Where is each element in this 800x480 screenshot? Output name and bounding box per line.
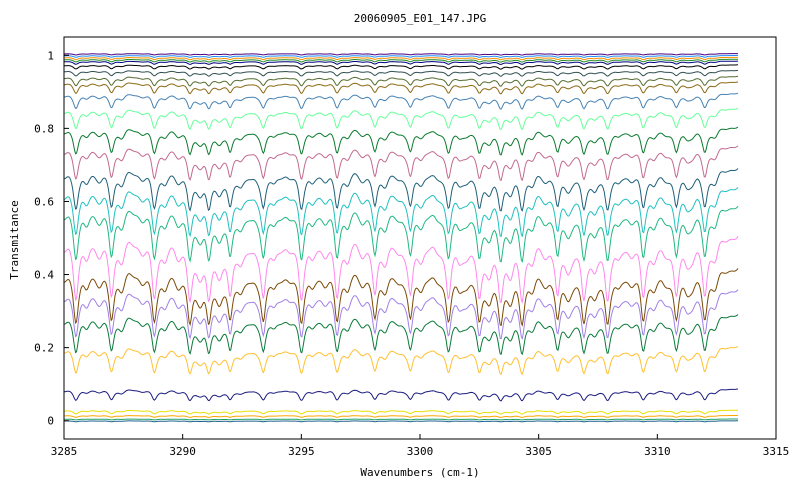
series-line bbox=[64, 75, 739, 87]
series-line bbox=[63, 145, 739, 182]
series-line bbox=[63, 236, 739, 304]
series-line bbox=[63, 187, 739, 238]
series-line bbox=[63, 205, 739, 263]
x-tick-label: 3290 bbox=[169, 445, 196, 458]
x-tick-label: 3300 bbox=[407, 445, 434, 458]
series-line bbox=[64, 64, 739, 70]
series-line bbox=[63, 168, 739, 212]
x-axis: 3285 3290 3295 3300 3305 3310 3315 bbox=[51, 434, 790, 458]
y-tick-label: 0.6 bbox=[34, 195, 54, 208]
x-tick-label: 3295 bbox=[288, 445, 315, 458]
series-line bbox=[64, 418, 738, 421]
series-line bbox=[64, 388, 739, 402]
series-line bbox=[63, 268, 739, 327]
x-tick-label: 3315 bbox=[763, 445, 790, 458]
series-line bbox=[64, 409, 739, 415]
x-tick-label: 3310 bbox=[644, 445, 671, 458]
x-tick-label: 3285 bbox=[51, 445, 78, 458]
series-line bbox=[64, 420, 738, 423]
series-line bbox=[64, 54, 739, 58]
series-line bbox=[64, 92, 739, 110]
y-tick-label: 0.8 bbox=[34, 122, 54, 135]
series-line bbox=[63, 345, 739, 375]
series-line bbox=[64, 414, 739, 418]
y-tick-label: 0 bbox=[47, 415, 54, 428]
y-tick-label: 1 bbox=[47, 49, 54, 62]
y-axis: 0 0.2 0.4 0.6 0.8 1 bbox=[34, 49, 69, 428]
y-tick-label: 0.2 bbox=[34, 342, 54, 355]
series-line bbox=[63, 60, 739, 65]
series-line bbox=[64, 81, 739, 95]
series-line bbox=[63, 107, 739, 131]
series-line bbox=[64, 58, 738, 63]
y-tick-label: 0.4 bbox=[34, 269, 54, 282]
series-line bbox=[64, 69, 739, 77]
chart-title: 20060905_E01_147.JPG bbox=[354, 12, 486, 25]
series-line bbox=[63, 126, 739, 156]
series-layer bbox=[63, 53, 739, 423]
series-line bbox=[63, 289, 739, 340]
series-line bbox=[63, 314, 739, 356]
series-line bbox=[64, 56, 739, 61]
x-tick-label: 3305 bbox=[525, 445, 552, 458]
y-axis-title: Transmitance bbox=[8, 200, 21, 279]
x-axis-title: Wavenumbers (cm-1) bbox=[360, 466, 479, 479]
series-line bbox=[64, 53, 738, 56]
